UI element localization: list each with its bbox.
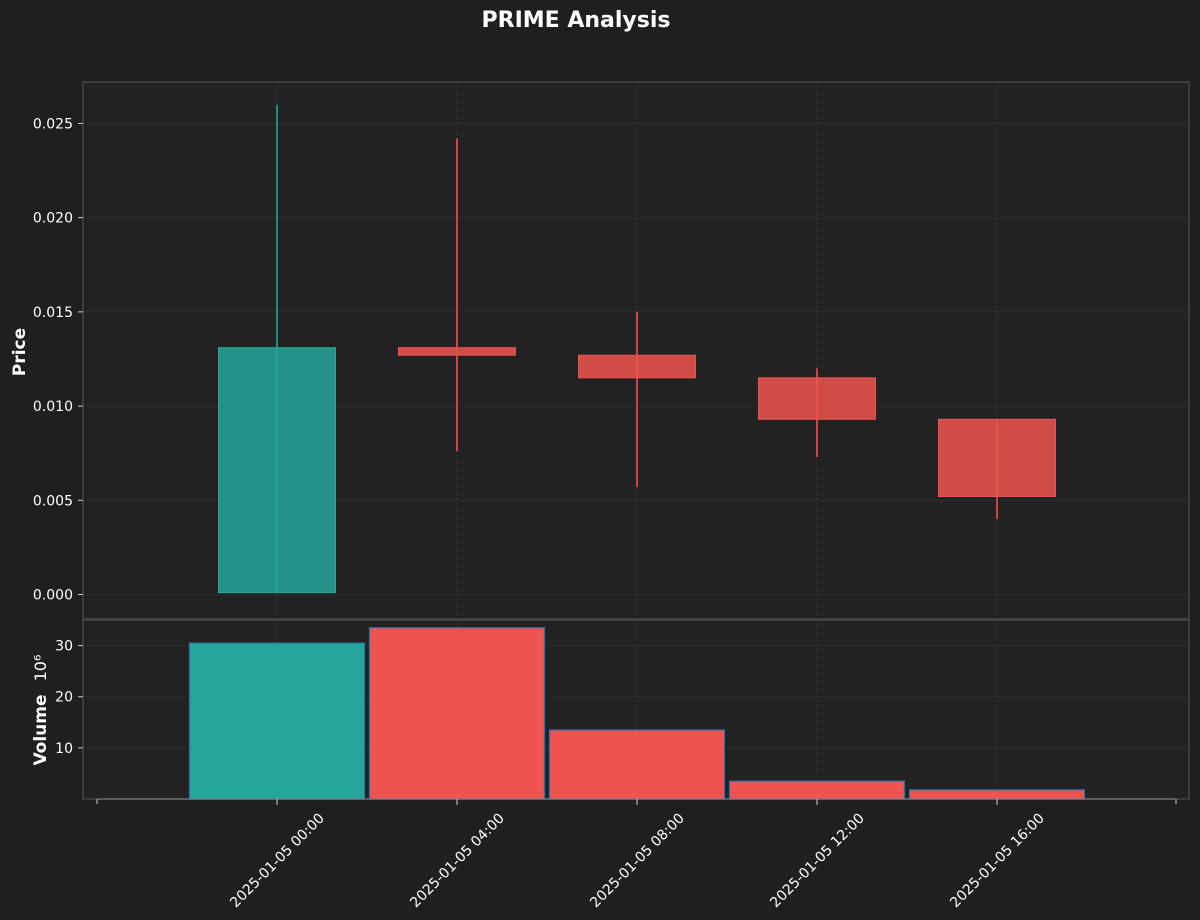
candle bbox=[218, 104, 336, 594]
volume-scale-label: 10⁶ bbox=[31, 655, 50, 682]
volume-y-axis: 10 20 30 bbox=[55, 639, 83, 757]
volume-bar bbox=[188, 642, 366, 800]
price-tick-label: 0.025 bbox=[33, 116, 73, 132]
candle-body bbox=[218, 347, 336, 594]
price-tick-label: 0.020 bbox=[33, 211, 73, 227]
volume-bar bbox=[368, 627, 546, 800]
volume-bar bbox=[548, 729, 726, 800]
volume-bars bbox=[188, 627, 1086, 800]
price-axis-label: Price bbox=[10, 328, 30, 376]
candle-body bbox=[578, 354, 696, 379]
candle-body bbox=[938, 418, 1056, 498]
price-tick-label: 0.005 bbox=[33, 493, 73, 509]
candles bbox=[218, 104, 1056, 594]
volume-axis-label: Volume bbox=[31, 694, 51, 765]
candle bbox=[758, 368, 876, 457]
volume-tick-label: 30 bbox=[55, 639, 73, 655]
price-tick-label: 0.010 bbox=[33, 399, 73, 415]
price-tick-label: 0.015 bbox=[33, 305, 73, 321]
volume-bar bbox=[728, 780, 906, 800]
candle bbox=[578, 311, 696, 488]
candle bbox=[398, 138, 516, 452]
candle-body bbox=[758, 377, 876, 420]
price-tick-label: 0.000 bbox=[33, 588, 73, 604]
price-y-axis: 0.000 0.005 0.010 0.015 0.020 0.025 bbox=[33, 116, 83, 604]
volume-panel: 10 20 30 Volume 10⁶ bbox=[31, 619, 1190, 800]
volume-tick-label: 10 bbox=[55, 741, 73, 757]
volume-bar bbox=[908, 789, 1086, 800]
candle-body bbox=[398, 347, 516, 356]
volume-tick-label: 20 bbox=[55, 690, 73, 706]
chart-title: PRIME Analysis bbox=[482, 8, 671, 33]
price-panel: 0.000 0.005 0.010 0.015 0.020 0.025 Price bbox=[10, 81, 1190, 620]
candle bbox=[938, 418, 1056, 520]
